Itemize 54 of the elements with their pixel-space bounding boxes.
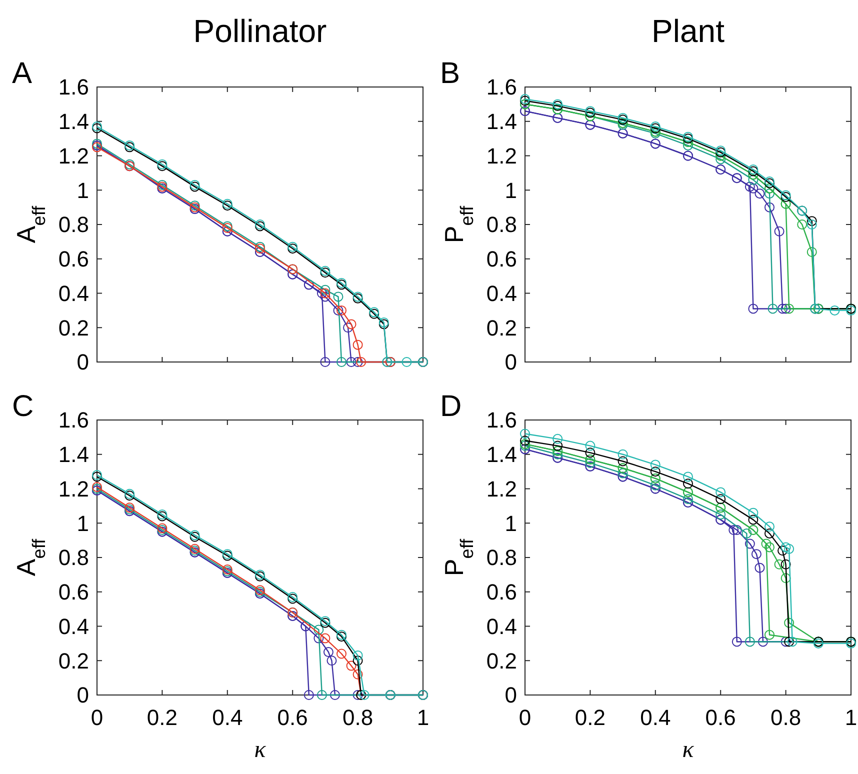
y-tick-label: 1 — [76, 178, 89, 203]
x-axis-title: κ — [254, 737, 266, 763]
y-tick-label: 0 — [76, 350, 89, 375]
y-tick-label: 1.2 — [58, 143, 89, 168]
y-tick-label: 0.6 — [58, 580, 89, 605]
y-tick-label: 0.6 — [486, 580, 517, 605]
y-tick-label: 1.4 — [486, 442, 517, 468]
y-tick-label: 0 — [504, 682, 517, 708]
y-tick-label: 0.4 — [486, 280, 517, 306]
y-tick-label: 0.2 — [486, 315, 517, 340]
y-tick-label: 1.6 — [58, 74, 89, 100]
y-tick-label: 0.2 — [486, 648, 517, 674]
x-axis-title: κ — [682, 737, 694, 763]
x-tick-label: 0.6 — [277, 705, 308, 730]
y-tick-label: 0.2 — [58, 315, 89, 340]
text: D — [440, 390, 462, 423]
x-tick-label: 0.4 — [212, 705, 243, 730]
y-tick-label: 1.6 — [486, 74, 517, 100]
y-tick-label: 0.6 — [58, 246, 89, 272]
x-tick-label: 1 — [416, 705, 430, 730]
y-tick-label: 0.8 — [486, 212, 517, 238]
y-tick-label: 0.4 — [58, 280, 89, 306]
chart-title: Pollinator — [193, 13, 328, 49]
chart-title: Plant — [652, 13, 725, 49]
text: A — [12, 57, 32, 90]
y-tick-label: 1.4 — [58, 442, 89, 468]
x-tick-label: 0.8 — [342, 705, 374, 730]
y-tick-label: 1 — [76, 510, 89, 536]
y-tick-label: 1.6 — [58, 408, 89, 433]
y-tick-label: 0.4 — [486, 614, 517, 639]
x-tick-label: 0.2 — [574, 705, 606, 730]
y-tick-label: 0 — [504, 350, 517, 375]
x-tick-label: 0.8 — [770, 705, 802, 730]
y-tick-label: 1.4 — [486, 109, 517, 134]
y-tick-label: 0.8 — [58, 545, 89, 570]
text: B — [440, 57, 460, 90]
y-tick-label: 1 — [504, 510, 517, 536]
x-tick-label: 0.4 — [640, 705, 671, 730]
y-tick-label: 1.4 — [58, 109, 89, 134]
y-tick-label: 0.8 — [486, 545, 517, 570]
y-tick-label: 1.2 — [486, 476, 517, 502]
y-tick-label: 1.2 — [58, 476, 89, 502]
y-tick-label: 0.8 — [58, 212, 89, 238]
y-tick-label: 1.6 — [486, 408, 517, 433]
y-tick-label: 0.4 — [58, 614, 89, 639]
x-tick-label: 0.2 — [146, 705, 178, 730]
x-tick-label: 0.6 — [705, 705, 736, 730]
y-tick-label: 0.2 — [58, 648, 89, 674]
y-tick-label: 0.6 — [486, 246, 517, 272]
y-tick-label: 1.2 — [486, 143, 517, 168]
y-tick-label: 0 — [76, 682, 89, 708]
x-tick-label: 1 — [844, 705, 858, 730]
y-tick-label: 1 — [504, 178, 517, 203]
text: C — [12, 390, 34, 423]
